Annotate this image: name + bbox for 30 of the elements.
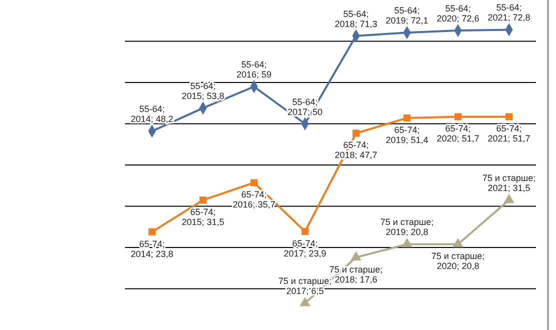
data-label: 55-64; 2018; 71,3: [334, 8, 378, 29]
data-label: 55-64; 2015; 53,8: [182, 81, 224, 102]
data-label: 65-74; 2020; 51,7: [436, 124, 480, 144]
data-label: 75 и старше; 2019; 20,8: [380, 217, 434, 238]
point: [402, 238, 412, 248]
data-label: 65-74; 2017; 23,9: [284, 238, 326, 258]
data-label: 55-64; 2020; 72,6: [436, 4, 480, 24]
data-label: 65-74; 2015; 31,5: [182, 207, 224, 228]
data-label: 75 и старше; 2020; 20,8: [431, 251, 485, 272]
point: [301, 228, 309, 235]
data-label: 55-64; 2017; 50: [287, 96, 323, 117]
data-label: 55-64; 2014; 48,2: [130, 104, 174, 124]
data-label: 55-64; 2019; 72,1: [386, 6, 428, 26]
point: [352, 130, 360, 137]
point: [454, 113, 462, 120]
point: [300, 296, 310, 306]
point: [452, 238, 464, 248]
point: [504, 194, 514, 204]
point: [148, 228, 156, 236]
point: [199, 196, 207, 204]
point: [403, 114, 411, 122]
data-label: 65-74; 2021; 51,7: [488, 124, 530, 144]
data-label: 55-64; 2016; 59: [236, 60, 272, 80]
data-label: 65-74; 2014; 23,8: [130, 238, 174, 259]
data-label: 55-64; 2021; 72,8: [488, 2, 530, 23]
data-label: 65-74; 2019; 51,4: [386, 124, 428, 145]
point: [350, 251, 362, 260]
data-label: 75 и старше; 2021; 31,5: [482, 173, 536, 194]
point: [250, 179, 258, 186]
point: [505, 113, 513, 120]
